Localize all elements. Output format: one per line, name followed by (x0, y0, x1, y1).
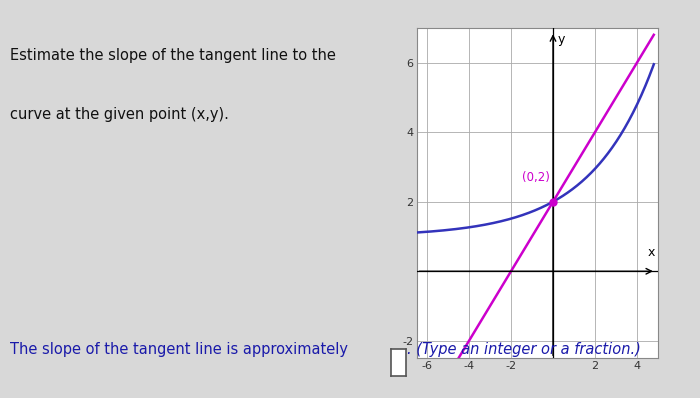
Text: The slope of the tangent line is approximately: The slope of the tangent line is approxi… (10, 342, 349, 357)
Text: . (Type an integer or a fraction.): . (Type an integer or a fraction.) (407, 342, 641, 357)
Text: y: y (557, 33, 565, 46)
Text: Estimate the slope of the tangent line to the: Estimate the slope of the tangent line t… (10, 48, 337, 63)
Text: x: x (648, 246, 655, 259)
Text: (0,2): (0,2) (522, 171, 550, 184)
Text: curve at the given point (x,y).: curve at the given point (x,y). (10, 107, 230, 123)
